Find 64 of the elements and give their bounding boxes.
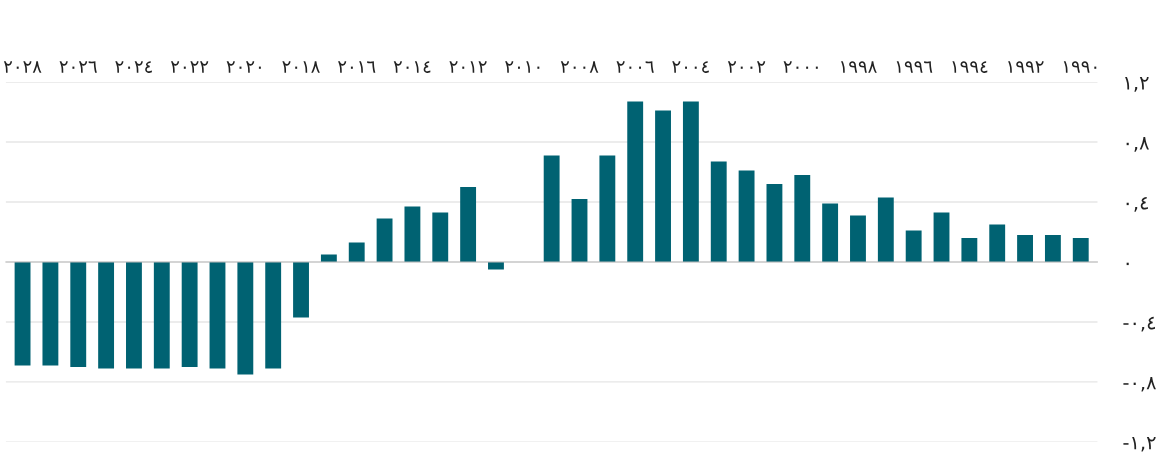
y-tick-label: -٠,٤ bbox=[1123, 316, 1155, 332]
bar bbox=[98, 261, 115, 369]
bar bbox=[126, 261, 142, 369]
y-tick-label: ٠,٤ bbox=[1126, 196, 1148, 212]
bar bbox=[348, 242, 365, 262]
bar bbox=[655, 110, 671, 262]
bar bbox=[70, 261, 87, 367]
bar bbox=[432, 212, 449, 262]
bar bbox=[850, 215, 866, 262]
x-tick-label: ٢٠٠٦ bbox=[616, 61, 654, 73]
x-tick-label: ٢٠٢٤ bbox=[115, 61, 152, 73]
bar bbox=[822, 203, 839, 262]
x-tick-label: ٢٠٠٨ bbox=[560, 61, 599, 73]
x-tick-label: ١٩٩٢ bbox=[1008, 61, 1044, 73]
x-tick-label: ١٩٩٦ bbox=[896, 61, 933, 73]
bar bbox=[1017, 234, 1033, 262]
x-tick-label: ١٩٩٠ bbox=[1063, 61, 1097, 73]
bar bbox=[1044, 234, 1061, 262]
bar bbox=[961, 237, 978, 262]
x-tick-label: ٢٠١٢ bbox=[449, 61, 487, 73]
bar bbox=[766, 184, 783, 262]
x-tick-label: ٢٠٠٢ bbox=[727, 61, 766, 73]
x-tick-label: ٢٠٢٨ bbox=[3, 61, 42, 73]
bar bbox=[543, 155, 560, 262]
bar bbox=[181, 261, 198, 367]
x-tick-label: ٢٠٢٠ bbox=[226, 61, 261, 73]
x-tick-label: ٢٠٠٠ bbox=[783, 61, 818, 73]
y-tick-label: -١,٢ bbox=[1123, 436, 1156, 452]
bar bbox=[293, 261, 309, 318]
bar bbox=[153, 261, 170, 369]
bar bbox=[989, 224, 1006, 262]
y-tick-label: -٠,٨ bbox=[1123, 376, 1156, 392]
bar bbox=[376, 218, 393, 262]
x-tick-label: ٢٠٠٤ bbox=[672, 61, 709, 73]
bar bbox=[320, 254, 337, 262]
x-tick-label: ٢٠٢٢ bbox=[170, 61, 209, 73]
y-tick-label: ١,٢ bbox=[1125, 77, 1149, 92]
bar bbox=[571, 199, 588, 262]
bar bbox=[877, 197, 894, 262]
bar bbox=[14, 261, 31, 366]
x-tick-label: ٢٠١٤ bbox=[393, 61, 431, 73]
bar bbox=[933, 212, 950, 262]
bar bbox=[599, 155, 616, 262]
bar bbox=[237, 261, 254, 375]
bar bbox=[794, 175, 811, 262]
bar bbox=[42, 261, 59, 366]
bar bbox=[209, 261, 226, 369]
bar bbox=[682, 101, 699, 262]
x-tick-label: ٢٠٢٦ bbox=[59, 61, 97, 73]
x-tick-label: ٢٠١٦ bbox=[338, 61, 376, 73]
y-tick-label: ٠,٨ bbox=[1126, 137, 1149, 152]
bar bbox=[1072, 237, 1089, 262]
bar bbox=[905, 230, 922, 262]
x-tick-label: ١٩٩٨ bbox=[841, 61, 877, 73]
x-tick-label: ٢٠١٠ bbox=[505, 61, 540, 73]
bar bbox=[627, 101, 644, 262]
bar bbox=[460, 187, 477, 262]
bar bbox=[265, 261, 282, 369]
bar bbox=[738, 170, 755, 262]
bar bbox=[404, 206, 421, 262]
x-tick-label: ١٩٩٤ bbox=[952, 61, 988, 73]
y-tick-label: ٠ bbox=[1126, 262, 1129, 266]
x-tick-label: ٢٠١٨ bbox=[282, 61, 320, 73]
bar bbox=[710, 161, 727, 262]
